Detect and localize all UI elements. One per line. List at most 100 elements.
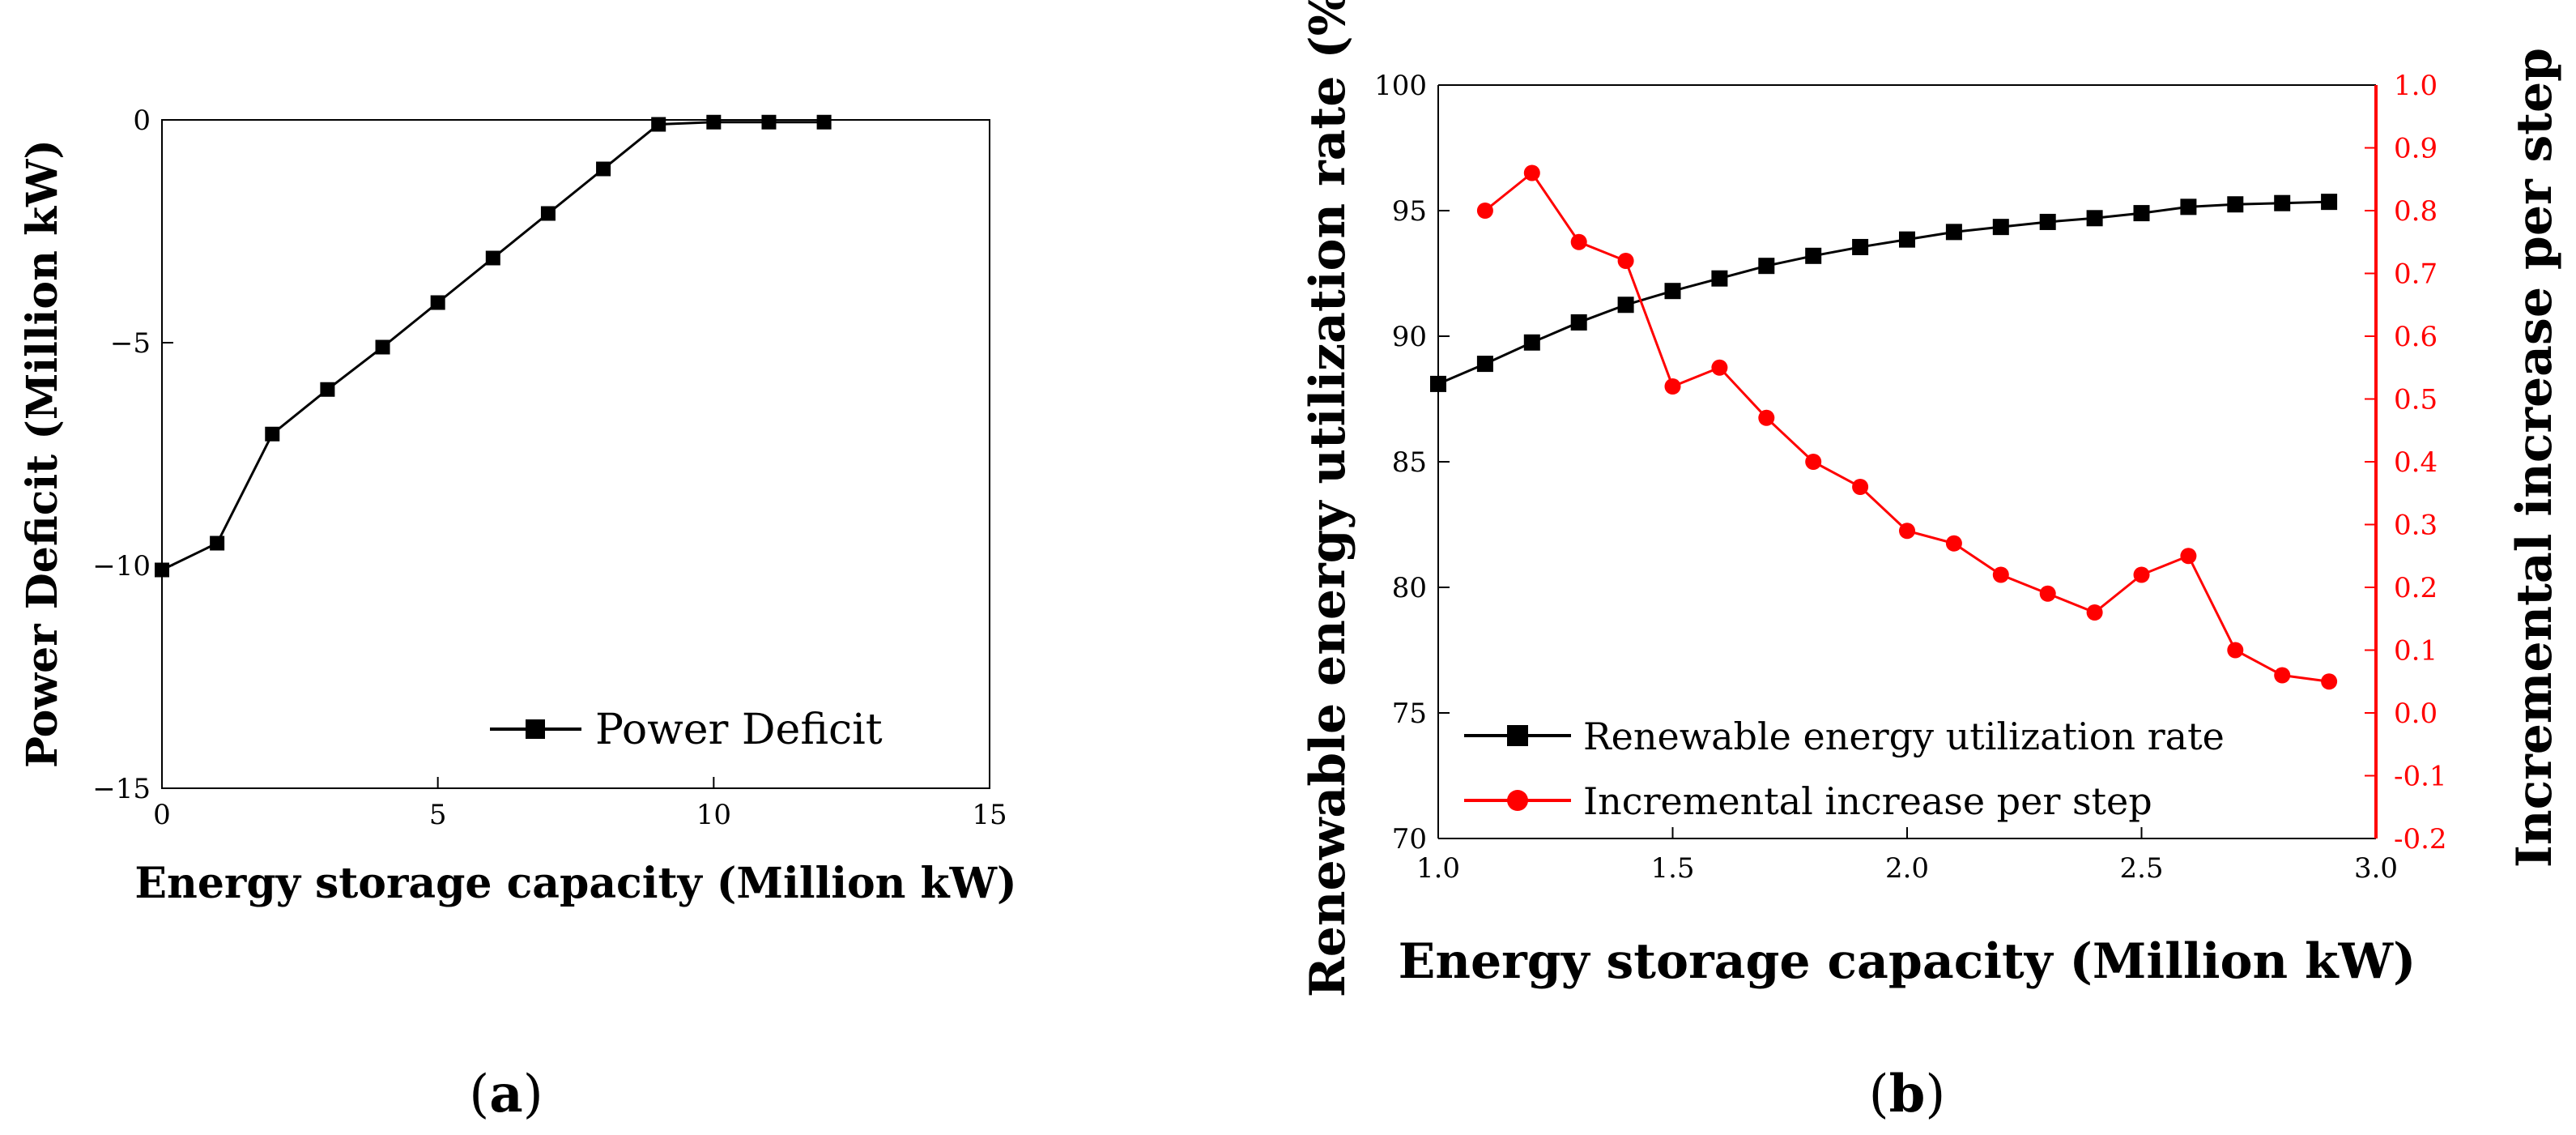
chart-a-data-point (155, 562, 169, 578)
chart-b-right-y-tick-label: 0.9 (2394, 133, 2438, 165)
chart-b-data-point-2 (1899, 523, 1915, 540)
chart-b-x-axis-label: Energy storage capacity (Million kW) (1399, 933, 2416, 990)
chart-b-right-y-tick-label: 0.4 (2394, 446, 2438, 479)
chart-b-right-y-axis-label: Incremental increase per step (2506, 48, 2563, 868)
chart-a-data-point (375, 339, 390, 355)
chart-a-y-axis-label: Power Deficit (Million kW) (18, 139, 67, 768)
chart-b-left-y-tick-label: 80 (1392, 572, 1427, 604)
chart-a-data-point (265, 426, 280, 442)
chart-b-data-point-2 (2321, 673, 2338, 690)
chart-b-data-point-2 (2227, 642, 2244, 659)
chart-b-data-point-1 (1899, 231, 1915, 248)
chart-a-y-tick-label: 0 (133, 105, 151, 137)
chart-a-data-point (210, 535, 225, 551)
chart-a-y-ticks: −15 −10 −5 0 (92, 105, 173, 805)
chart-b-left-y-tick-label: 90 (1392, 321, 1427, 353)
chart-b-right-y-tick-label: 0.7 (2394, 258, 2438, 291)
chart-a-legend-label: Power Deficit (595, 706, 883, 754)
chart-a-data-point (430, 295, 445, 310)
chart-b-left-y-tick-label: 100 (1374, 70, 1427, 102)
chart-b-x-ticks: 1.0 1.5 2.0 2.5 3.0 (1416, 827, 2398, 885)
chart-a-data-point (540, 206, 556, 221)
chart-b-right-y-tick-label: 0.3 (2394, 510, 2438, 542)
chart-b-data-point-1 (1664, 283, 1681, 300)
chart-a-data-point (596, 161, 611, 177)
chart-b-data-point-1 (1945, 224, 1962, 241)
chart-a-legend-marker (526, 719, 545, 739)
panel-label-a-letter: a (489, 1064, 522, 1124)
chart-b-left-y-ticks: 70 75 80 85 90 95 100 (1374, 70, 1450, 856)
chart-b-legend: Renewable energy utilization rate Increm… (1464, 715, 2225, 823)
chart-a-data-point (706, 114, 722, 130)
chart-b-series-line-1 (1437, 200, 2330, 386)
chart-a-y-tick-label: −10 (92, 550, 151, 582)
chart-b-data-point-2 (2274, 667, 2291, 684)
chart-b-data-point-2 (2180, 548, 2197, 565)
chart-b-data-point-2 (1758, 409, 1775, 426)
chart-b-legend-label-1: Renewable energy utilization rate (1583, 715, 2225, 758)
chart-b-right-y-tick-label: -0.2 (2394, 823, 2447, 856)
chart-b-x-tick-label: 3.0 (2354, 852, 2398, 885)
chart-a-data-point (651, 117, 666, 132)
chart-b-data-point-1 (2180, 198, 2197, 215)
panel-label-a-close: ) (523, 1065, 543, 1124)
chart-a-x-tick-label: 5 (429, 799, 447, 831)
panel-label-b: (b) (1869, 1064, 1946, 1124)
chart-b-right-y-tick-label: -0.1 (2394, 761, 2447, 793)
chart-a-x-axis-label: Energy storage capacity (Million kW) (134, 859, 1016, 908)
chart-a-x-tick-label: 0 (153, 799, 171, 831)
chart-b-x-tick-label: 1.5 (1650, 852, 1694, 885)
chart-b-left-y-axis-label: Renewable energy utilization rate (%) (1300, 0, 1356, 997)
chart-b-left-y-tick-label: 95 (1392, 195, 1427, 228)
chart-b-legend-label-2: Incremental increase per step (1583, 779, 2152, 823)
chart-b-left-y-tick-label: 70 (1392, 823, 1427, 856)
chart-b-right-y-tick-label: 0.0 (2394, 698, 2438, 730)
chart-b-data-point-1 (2133, 205, 2150, 222)
chart-a-y-tick-label: −15 (92, 773, 151, 805)
chart-b-right-y-tick-label: 0.6 (2394, 321, 2438, 353)
chart-b-data-point-1 (1758, 258, 1775, 275)
chart-b-right-y-tick-label: 0.1 (2394, 635, 2438, 668)
chart-b-data-point-1 (2039, 213, 2056, 230)
chart-b-data-point-1 (1570, 314, 1587, 331)
chart-b: 1.0 1.5 2.0 2.5 3.0 70 75 80 85 90 95 100 -0.2 -0.1… (1300, 0, 2563, 1124)
panel-label-b-letter: b (1889, 1064, 1926, 1124)
chart-b-data-point-2 (1664, 378, 1681, 395)
chart-b-left-y-tick-label: 85 (1392, 446, 1427, 479)
chart-b-data-point-2 (1711, 359, 1728, 376)
chart-b-data-point-1 (1805, 247, 1822, 264)
chart-b-left-y-tick-label: 75 (1392, 698, 1427, 730)
chart-b-series-line-2 (1484, 171, 2330, 683)
chart-b-data-point-2 (2039, 585, 2056, 602)
chart-b-data-point-1 (1523, 334, 1540, 351)
chart-b-right-y-tick-label: 1.0 (2394, 70, 2438, 102)
chart-a-y-tick-label: −5 (110, 327, 151, 360)
chart-a-data-point (320, 382, 335, 397)
chart-b-data-point-2 (1852, 479, 1869, 495)
chart-b-data-point-2 (1992, 566, 2009, 583)
chart-a-plot-frame (161, 119, 990, 789)
chart-b-data-point-1 (1711, 270, 1728, 287)
chart-b-data-point-1 (1852, 238, 1869, 255)
chart-b-data-point-2 (2133, 566, 2150, 583)
chart-a-data-point (485, 250, 500, 266)
chart-b-right-y-tick-label: 0.2 (2394, 572, 2438, 604)
chart-b-right-y-ticks: -0.2 -0.1 0.0 0.1 0.2 0.3 0.4 0.5 0.6 0.7 0.8 0.9 1.… (2365, 70, 2447, 856)
chart-b-x-tick-label: 1.0 (1416, 852, 1460, 885)
chart-b-data-point-1 (2321, 194, 2338, 211)
chart-b-data-point-1 (1617, 297, 1634, 314)
chart-b-data-point-2 (2086, 604, 2103, 621)
chart-b-data-point-1 (2086, 210, 2103, 227)
chart-b-data-point-2 (1805, 454, 1822, 470)
chart-b-data-point-1 (1476, 356, 1493, 373)
chart-b-data-point-1 (2227, 196, 2244, 213)
panel-label-a: (a) (469, 1064, 543, 1124)
chart-b-legend-marker-2 (1507, 790, 1528, 811)
chart-a-x-ticks: 0 5 10 15 (153, 777, 1007, 831)
chart-a-x-tick-label: 15 (972, 799, 1007, 831)
chart-b-series (1430, 164, 2338, 690)
chart-b-x-tick-label: 2.5 (2119, 852, 2163, 885)
chart-b-data-point-2 (1945, 535, 1962, 552)
chart-b-data-point-2 (1570, 233, 1587, 250)
